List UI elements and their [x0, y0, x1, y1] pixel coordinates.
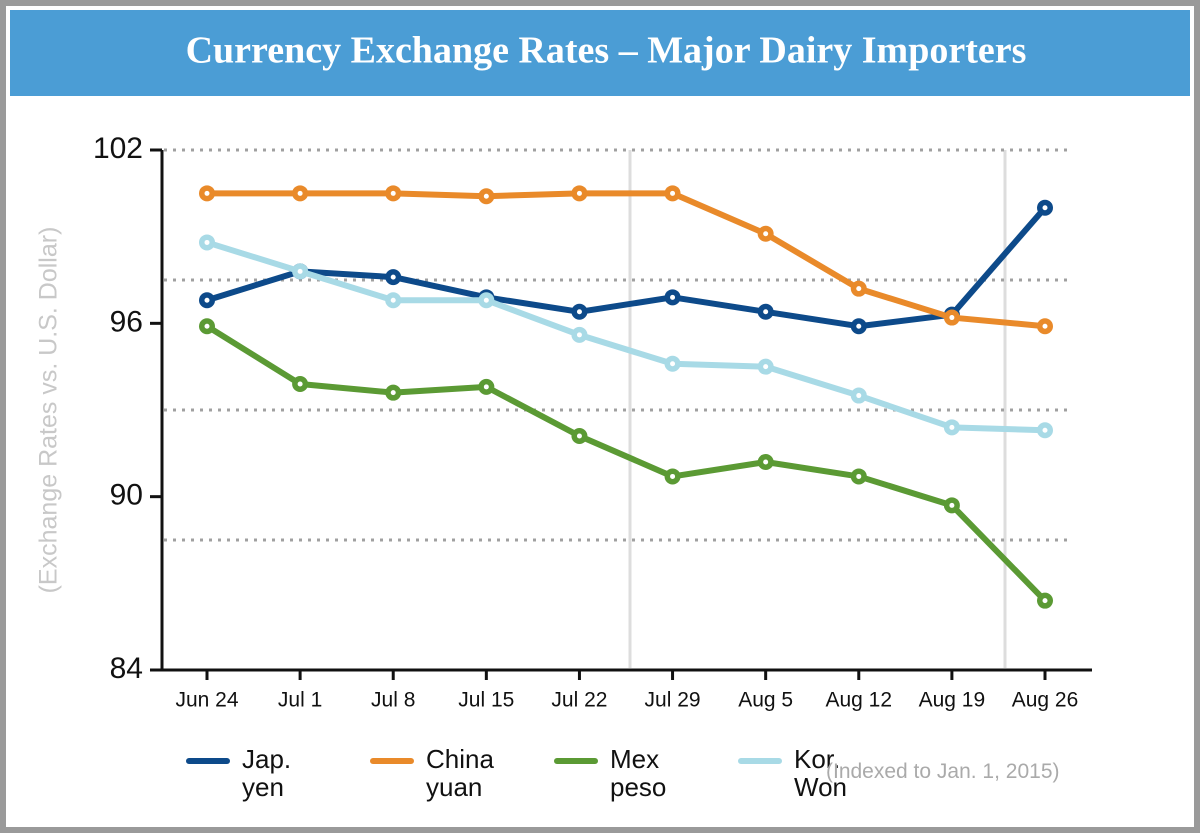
x-tick-label: Jul 1 [278, 689, 322, 712]
point-center [297, 268, 303, 274]
x-tick-label: Jul 29 [645, 689, 701, 712]
series-line [206, 239, 1046, 434]
legend-swatch [554, 758, 598, 764]
point-center [670, 190, 676, 196]
point-center [576, 190, 582, 196]
legend-item: Kor. Won [738, 745, 884, 801]
series-line [205, 323, 1048, 603]
point-center [204, 190, 210, 196]
y-axis-label: (Exchange Rates vs. U.S. Dollar) [35, 227, 63, 594]
point-center [856, 323, 862, 329]
point-center [1042, 323, 1048, 329]
legend-swatch [738, 758, 782, 764]
x-tick-label: Aug 19 [919, 689, 986, 712]
legend-item: Jap. yen [186, 745, 332, 801]
title-bar [10, 10, 1190, 96]
x-tick-label: Aug 12 [825, 689, 892, 712]
point-center [297, 190, 303, 196]
chart-title: Currency Exchange Rates – Major Dairy Im… [186, 30, 1027, 72]
point-center [390, 190, 396, 196]
point-center [763, 459, 769, 465]
point-center [949, 315, 955, 321]
point-center [483, 384, 489, 390]
legend-item: Mex peso [554, 745, 700, 801]
series-line [206, 205, 1048, 330]
point-center [204, 323, 210, 329]
y-tick-label: 96 [110, 305, 143, 338]
legend-label: China yuan [426, 744, 494, 802]
point-center [670, 473, 676, 479]
x-tick-label: Jul 15 [458, 689, 514, 712]
point-center [390, 390, 396, 396]
legend-swatch [186, 758, 230, 764]
point-center [1042, 427, 1048, 433]
point-center [856, 393, 862, 399]
point-center [390, 274, 396, 280]
point-center [949, 424, 955, 430]
note: (Indexed to Jan. 1, 2015) [826, 760, 1060, 783]
point-center [763, 364, 769, 370]
legend-label: Jap. yen [242, 744, 292, 802]
point-center [483, 193, 489, 199]
legend-swatch [370, 758, 414, 764]
x-tick-label: Aug 5 [738, 689, 793, 712]
point-center [576, 309, 582, 315]
point-center [1042, 598, 1048, 604]
x-tick-label: Jul 8 [371, 689, 415, 712]
point-center [576, 332, 582, 338]
x-tick-label: Aug 26 [1012, 689, 1079, 712]
point-center [949, 502, 955, 508]
point-center [1042, 205, 1048, 211]
x-tick-label: Jun 24 [175, 689, 238, 712]
y-tick-label: 90 [110, 479, 143, 512]
point-center [670, 294, 676, 300]
point-center [763, 309, 769, 315]
x-tick-label: Jul 22 [551, 689, 607, 712]
point-center [670, 361, 676, 367]
point-center [856, 286, 862, 292]
point-center [204, 297, 210, 303]
point-center [763, 231, 769, 237]
y-tick-label: 84 [110, 652, 143, 685]
legend-item: China yuan [370, 745, 516, 801]
series-line [207, 190, 1046, 330]
point-center [390, 297, 396, 303]
point-center [297, 381, 303, 387]
legend-label: Kor. Won [794, 744, 847, 802]
point-center [856, 473, 862, 479]
y-tick-label: 102 [93, 132, 143, 165]
point-center [576, 433, 582, 439]
point-center [483, 297, 489, 303]
legend-label: Mex peso [610, 744, 667, 802]
point-center [204, 239, 210, 245]
